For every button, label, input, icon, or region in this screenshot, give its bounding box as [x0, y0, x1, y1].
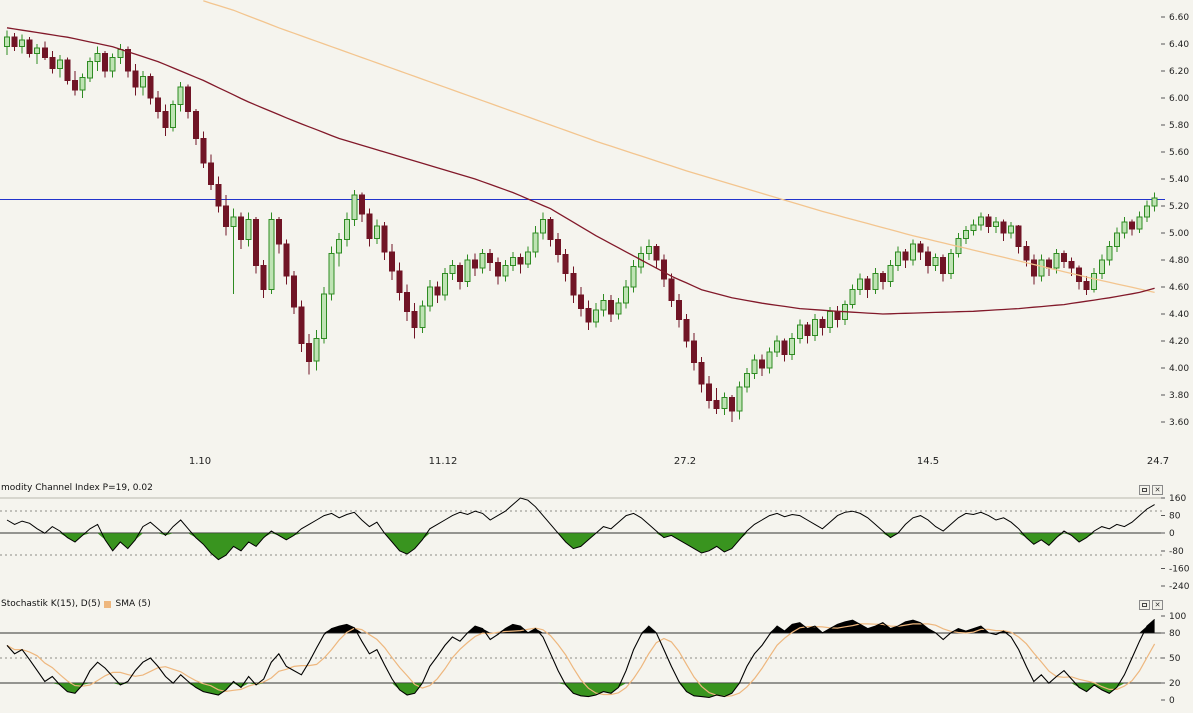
- svg-text:0: 0: [1169, 696, 1175, 706]
- svg-text:3.60: 3.60: [1169, 418, 1189, 428]
- svg-text:11.12: 11.12: [429, 456, 458, 467]
- sma-legend-swatch: [104, 600, 112, 608]
- svg-text:0: 0: [1169, 529, 1175, 539]
- svg-text:4.20: 4.20: [1169, 337, 1189, 347]
- restore-icon: [1142, 603, 1147, 607]
- stoch-close-button[interactable]: ✕: [1152, 600, 1163, 610]
- svg-text:1.10: 1.10: [189, 456, 211, 467]
- svg-text:100: 100: [1169, 612, 1186, 622]
- stoch-restore-button[interactable]: [1139, 600, 1150, 610]
- svg-text:6.20: 6.20: [1169, 67, 1189, 77]
- sma-legend-label: SMA (5): [115, 599, 151, 609]
- cci-panel-label-row: modity Channel Index P=19, 0.02: [1, 483, 153, 493]
- svg-text:24.7: 24.7: [1147, 456, 1169, 467]
- svg-text:4.60: 4.60: [1169, 283, 1189, 293]
- svg-text:4.40: 4.40: [1169, 310, 1189, 320]
- restore-icon: [1142, 488, 1147, 492]
- cci-panel-buttons: ✕: [1139, 485, 1163, 495]
- svg-text:-240: -240: [1169, 582, 1190, 592]
- stoch-panel-label-row: Stochastik K(15), D(5) SMA (5): [1, 599, 151, 609]
- svg-text:80: 80: [1169, 629, 1181, 639]
- svg-text:5.00: 5.00: [1169, 229, 1189, 239]
- svg-text:5.20: 5.20: [1169, 202, 1189, 212]
- close-icon: ✕: [1154, 485, 1161, 494]
- cci-close-button[interactable]: ✕: [1152, 485, 1163, 495]
- svg-text:3.80: 3.80: [1169, 391, 1189, 401]
- stoch-overbought-fill: [7, 619, 1155, 633]
- svg-text:20: 20: [1169, 679, 1181, 689]
- candles-layer: [4, 30, 1158, 422]
- cci-line: [6, 497, 1155, 561]
- ma-slow-line: [203, 0, 1155, 294]
- cci-panel-label: modity Channel Index P=19, 0.02: [1, 483, 153, 493]
- svg-text:6.60: 6.60: [1169, 13, 1189, 23]
- svg-text:-80: -80: [1169, 547, 1184, 557]
- svg-text:4.80: 4.80: [1169, 256, 1189, 266]
- svg-text:6.00: 6.00: [1169, 94, 1189, 104]
- svg-text:80: 80: [1169, 512, 1181, 522]
- stoch-k-line: [6, 618, 1155, 699]
- stoch-oversold-fill: [7, 683, 1155, 698]
- cci-restore-button[interactable]: [1139, 485, 1150, 495]
- stoch-panel-buttons: ✕: [1139, 600, 1163, 610]
- ma-fast-line: [6, 27, 1155, 315]
- svg-text:27.2: 27.2: [674, 456, 696, 467]
- stoch-sma-line: [6, 623, 1156, 697]
- svg-text:50: 50: [1169, 654, 1181, 664]
- svg-text:5.60: 5.60: [1169, 148, 1189, 158]
- svg-text:5.40: 5.40: [1169, 175, 1189, 185]
- close-icon: ✕: [1154, 600, 1161, 609]
- svg-text:4.00: 4.00: [1169, 364, 1189, 374]
- stoch-panel-label: Stochastik K(15), D(5): [1, 599, 101, 609]
- svg-text:-160: -160: [1169, 564, 1190, 574]
- svg-text:160: 160: [1169, 494, 1186, 504]
- svg-text:14.5: 14.5: [917, 456, 939, 467]
- svg-text:6.40: 6.40: [1169, 40, 1189, 50]
- svg-text:5.80: 5.80: [1169, 121, 1189, 131]
